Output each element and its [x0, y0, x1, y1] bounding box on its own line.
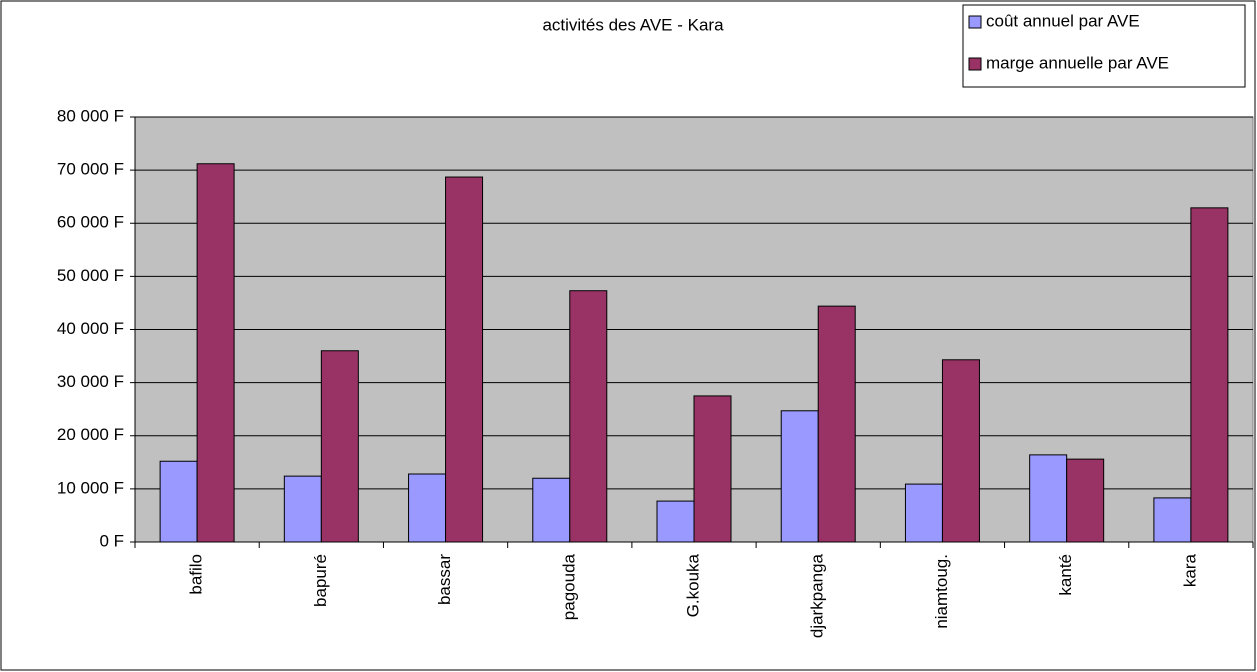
bar: [408, 473, 447, 543]
y-tick-label: 70 000 F: [57, 160, 124, 179]
bar: [159, 460, 198, 543]
bar: [569, 290, 608, 543]
y-tick-label: 40 000 F: [57, 319, 124, 338]
legend-label: coût annuel par AVE: [986, 11, 1140, 30]
x-tick-label: bafilo: [187, 554, 206, 595]
bar: [196, 163, 235, 543]
x-tick-label: djarkpanga: [808, 553, 827, 638]
x-tick-label: kara: [1180, 553, 1199, 587]
legend-swatch: [968, 57, 982, 71]
x-tick-label: kanté: [1056, 554, 1075, 596]
bar: [1190, 207, 1229, 543]
bar: [1029, 454, 1068, 543]
bar: [320, 350, 359, 543]
y-tick-label: 20 000 F: [57, 425, 124, 444]
x-tick-label: G.kouka: [683, 553, 702, 617]
x-tick-label: bassar: [435, 554, 454, 605]
bar: [941, 359, 980, 543]
y-tick-label: 0 F: [99, 531, 124, 550]
bar: [817, 305, 856, 543]
x-tick-label: bapuré: [311, 554, 330, 607]
y-tick-label: 80 000 F: [57, 106, 124, 125]
bar: [1153, 497, 1192, 543]
y-tick-label: 10 000 F: [57, 478, 124, 497]
chart-title: activités des AVE - Kara: [542, 15, 724, 34]
y-tick-label: 50 000 F: [57, 266, 124, 285]
bar: [780, 410, 819, 543]
bar: [532, 477, 571, 543]
bar: [445, 176, 484, 543]
bar: [1066, 458, 1105, 543]
bar: [904, 483, 943, 543]
bar: [656, 500, 695, 543]
legend-box: [962, 4, 1246, 88]
y-tick-label: 60 000 F: [57, 213, 124, 232]
x-tick-label: pagouda: [559, 553, 578, 620]
y-tick-label: 30 000 F: [57, 372, 124, 391]
bar: [283, 475, 322, 543]
legend-label: marge annuelle par AVE: [986, 53, 1169, 72]
legend-swatch: [968, 15, 982, 29]
bar: [693, 395, 732, 543]
x-tick-label: niamtoug.: [932, 554, 951, 629]
